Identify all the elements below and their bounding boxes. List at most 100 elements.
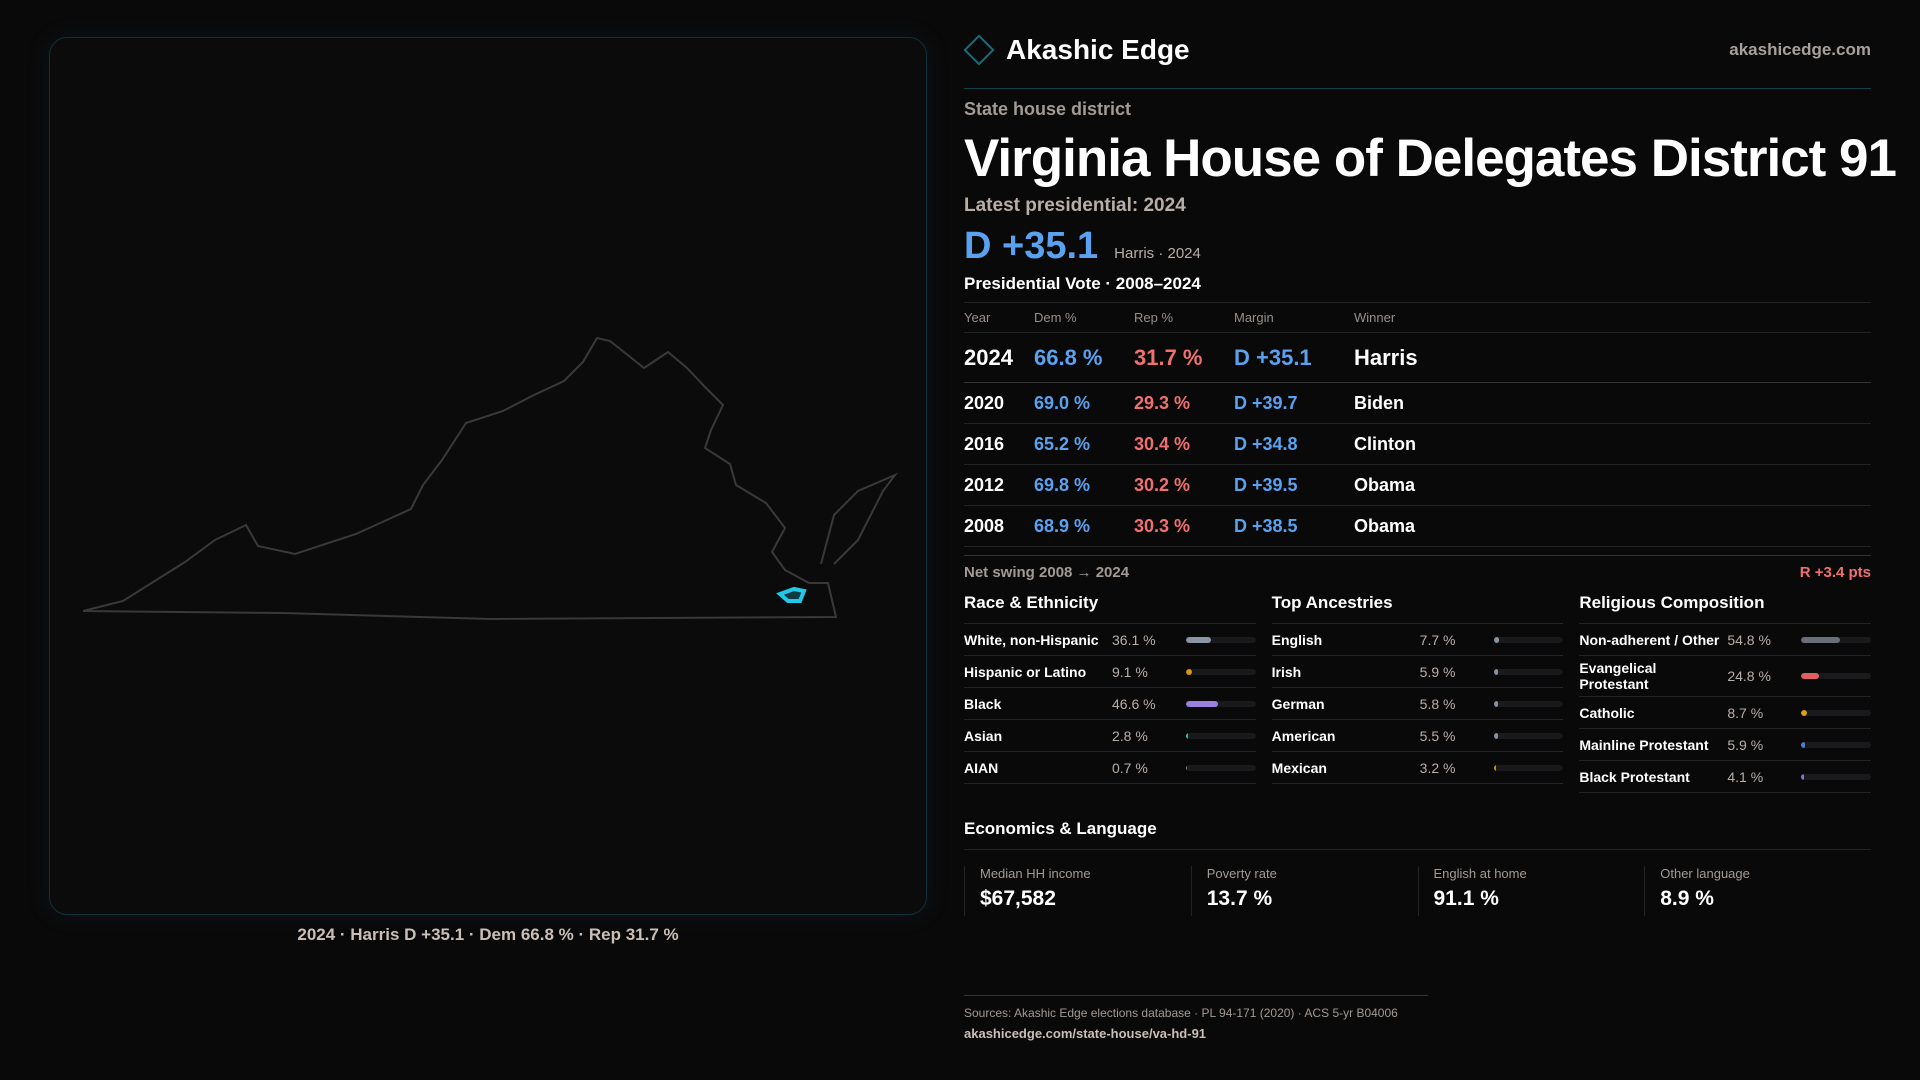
item-label: Asian xyxy=(964,727,1003,744)
item-bar-track xyxy=(1493,668,1564,675)
list-item: Catholic 8.7 % xyxy=(1579,697,1872,729)
map-caption: 2024 · Harris D +35.1 · Dem 66.8 % · Rep… xyxy=(297,925,679,944)
item-bar-fill xyxy=(1801,636,1840,643)
col-year: Year xyxy=(964,302,1034,333)
virginia-outline xyxy=(82,336,899,621)
table-cell: 2020 xyxy=(964,382,1034,424)
race-title: Race & Ethnicity xyxy=(964,593,1256,624)
item-label: Evangelical Protestant xyxy=(1579,660,1657,692)
stat-value: 91.1 % xyxy=(1433,887,1499,910)
stat-value: $67,582 xyxy=(980,887,1056,910)
table-cell: 29.3 % xyxy=(1134,382,1234,424)
district-map[interactable] xyxy=(49,37,927,915)
item-pct: 9.1 % xyxy=(1112,663,1148,680)
ancestry-title: Top Ancestries xyxy=(1271,593,1564,624)
table-cell: 30.3 % xyxy=(1134,505,1234,547)
page-url-link[interactable]: akashicedge.com/state-house/va-hd-91 xyxy=(964,1026,1207,1041)
item-label: White, non-Hispanic xyxy=(964,631,1099,648)
stat-label: English at home xyxy=(1433,866,1527,881)
district-91-highlight[interactable] xyxy=(776,586,807,603)
item-label: Hispanic or Latino xyxy=(964,663,1087,680)
list-item: Non-adherent / Other 54.8 % xyxy=(1579,624,1872,656)
item-pct: 7.7 % xyxy=(1419,631,1456,648)
item-bar-fill xyxy=(1493,732,1498,739)
table-cell: D +34.8 xyxy=(1234,423,1354,465)
table-cell: 65.2 % xyxy=(1034,423,1134,465)
list-item: English 7.7 % xyxy=(1271,624,1564,656)
item-pct: 5.9 % xyxy=(1419,663,1456,680)
item-pct: 24.8 % xyxy=(1727,668,1771,684)
presidential-vote-table: Year Dem % Rep % Margin Winner 2024 66.8 … xyxy=(964,302,1871,547)
col-rep: Rep % xyxy=(1134,302,1234,333)
swing-value: R +3.4 pts xyxy=(1799,564,1871,581)
item-bar-track xyxy=(1801,773,1872,780)
table-cell: 2008 xyxy=(964,505,1034,547)
stat-poverty: Poverty rate 13.7 % xyxy=(1190,866,1418,916)
item-bar-fill xyxy=(1493,700,1498,707)
list-item: AIAN 0.7 % xyxy=(964,752,1256,784)
item-bar-fill xyxy=(1801,673,1819,679)
item-bar-fill xyxy=(1801,741,1806,748)
item-bar-track xyxy=(1186,636,1256,643)
item-pct: 5.8 % xyxy=(1419,695,1456,712)
religion-title: Religious Composition xyxy=(1579,593,1872,624)
item-label: Mexican xyxy=(1271,759,1327,776)
stat-label: Poverty rate xyxy=(1206,866,1277,881)
list-item: Irish 5.9 % xyxy=(1271,656,1564,688)
table-cell: Clinton xyxy=(1354,423,1871,465)
item-bar-track xyxy=(1186,700,1256,707)
item-bar-track xyxy=(1493,700,1564,707)
table-cell: 2012 xyxy=(964,464,1034,506)
swing-label: Net swing 2008 → 2024 xyxy=(964,564,1130,581)
table-row: 2012 69.8 % 30.2 % D +39.5 Obama xyxy=(964,464,1871,506)
item-pct: 46.6 % xyxy=(1112,695,1156,712)
item-bar-fill xyxy=(1801,709,1808,716)
table-cell: D +35.1 xyxy=(1234,332,1354,383)
item-bar-track xyxy=(1186,668,1256,675)
headline-margin: D +35.1 xyxy=(964,225,1099,267)
ancestry-section: Top Ancestries English 7.7 % Irish 5.9 % Germ… xyxy=(1271,593,1564,793)
table-row: 2020 69.0 % 29.3 % D +39.7 Biden xyxy=(964,382,1871,424)
stat-label: Median HH income xyxy=(980,866,1091,881)
stat-label: Other language xyxy=(1660,866,1750,881)
divider xyxy=(964,88,1871,89)
item-label: Black Protestant xyxy=(1579,768,1690,785)
item-bar-fill xyxy=(1186,636,1212,643)
item-bar-track xyxy=(1186,764,1256,771)
list-item: American 5.5 % xyxy=(1271,720,1564,752)
stat-other-language: Other language 8.9 % xyxy=(1644,866,1871,916)
item-label: Mainline Protestant xyxy=(1579,736,1709,753)
list-item: German 5.8 % xyxy=(1271,688,1564,720)
table-cell: 69.8 % xyxy=(1034,464,1134,506)
sources: Sources: Akashic Edge elections database… xyxy=(964,1006,1398,1020)
item-pct: 36.1 % xyxy=(1112,631,1156,648)
district-kind: State house district xyxy=(964,99,1132,119)
diamond-logo-icon xyxy=(963,34,995,66)
list-item: Hispanic or Latino 9.1 % xyxy=(964,656,1256,688)
item-bar-fill xyxy=(1186,668,1193,675)
item-label: German xyxy=(1271,695,1325,712)
item-label: Irish xyxy=(1271,663,1302,680)
item-bar-track xyxy=(1801,709,1872,716)
table-cell: 30.4 % xyxy=(1134,423,1234,465)
col-margin: Margin xyxy=(1234,302,1354,333)
item-pct: 4.1 % xyxy=(1727,768,1764,785)
item-label: Black xyxy=(964,695,1002,712)
item-pct: 0.7 % xyxy=(1112,759,1148,776)
list-item: Black 46.6 % xyxy=(964,688,1256,720)
race-section: Race & Ethnicity White, non-Hispanic 36.1 … xyxy=(964,593,1256,793)
item-bar-track xyxy=(1493,732,1564,739)
table-cell: Obama xyxy=(1354,505,1871,547)
stat-english: English at home 91.1 % xyxy=(1417,866,1645,916)
brand-url-link[interactable]: akashicedge.com xyxy=(1729,40,1871,59)
table-cell: 31.7 % xyxy=(1134,332,1234,383)
item-bar-track xyxy=(1493,636,1564,643)
item-bar-fill xyxy=(1493,668,1498,675)
table-cell: 30.2 % xyxy=(1134,464,1234,506)
item-pct: 3.2 % xyxy=(1419,759,1456,776)
item-bar-track xyxy=(1801,636,1872,643)
item-label: American xyxy=(1271,727,1336,744)
table-cell: 69.0 % xyxy=(1034,382,1134,424)
vote-table-title: Presidential Vote · 2008–2024 xyxy=(964,274,1201,293)
table-cell: D +38.5 xyxy=(1234,505,1354,547)
